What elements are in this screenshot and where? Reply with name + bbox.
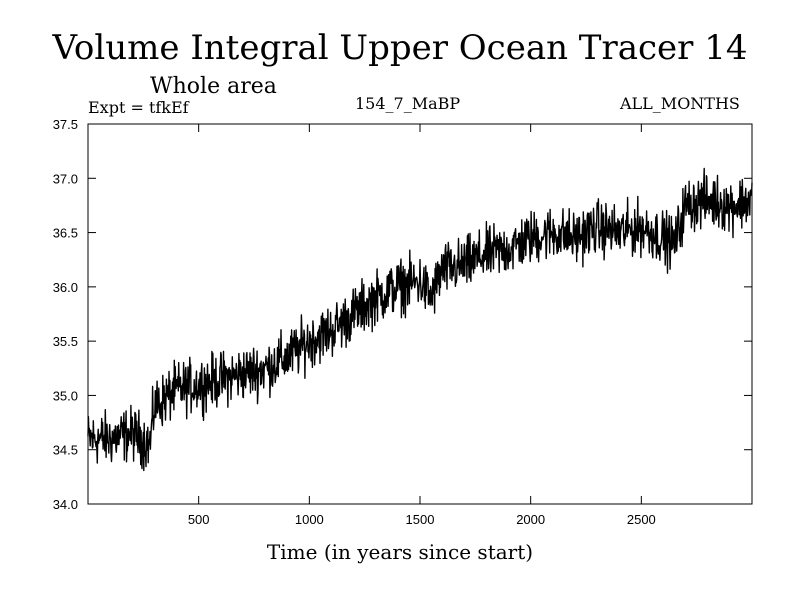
series-line xyxy=(87,167,753,472)
chart-title: Volume Integral Upper Ocean Tracer 14 xyxy=(52,28,748,68)
run-label: 154_7_MaBP xyxy=(355,94,461,113)
experiment-label: Expt = tfkEf xyxy=(88,98,189,117)
y-tick-label: 37.0 xyxy=(53,171,78,186)
chart-subtitle: Whole area xyxy=(150,74,277,99)
x-tick-label: 2000 xyxy=(516,512,545,527)
y-tick-label: 34.0 xyxy=(53,497,78,512)
x-tick-label: 1500 xyxy=(406,512,435,527)
y-tick-label: 34.5 xyxy=(53,443,78,458)
plot-frame xyxy=(87,123,753,505)
x-tick-label: 500 xyxy=(188,512,210,527)
y-tick-label: 36.0 xyxy=(53,280,78,295)
x-tick-label: 2500 xyxy=(627,512,656,527)
y-tick-label: 35.0 xyxy=(53,388,78,403)
months-label: ALL_MONTHS xyxy=(620,94,740,113)
x-axis-label: Time (in years since start) xyxy=(266,540,534,564)
y-tick-label: 35.5 xyxy=(53,334,78,349)
y-tick-label: 37.5 xyxy=(53,117,78,132)
y-tick-label: 36.5 xyxy=(53,226,78,241)
x-tick-label: 1000 xyxy=(295,512,324,527)
